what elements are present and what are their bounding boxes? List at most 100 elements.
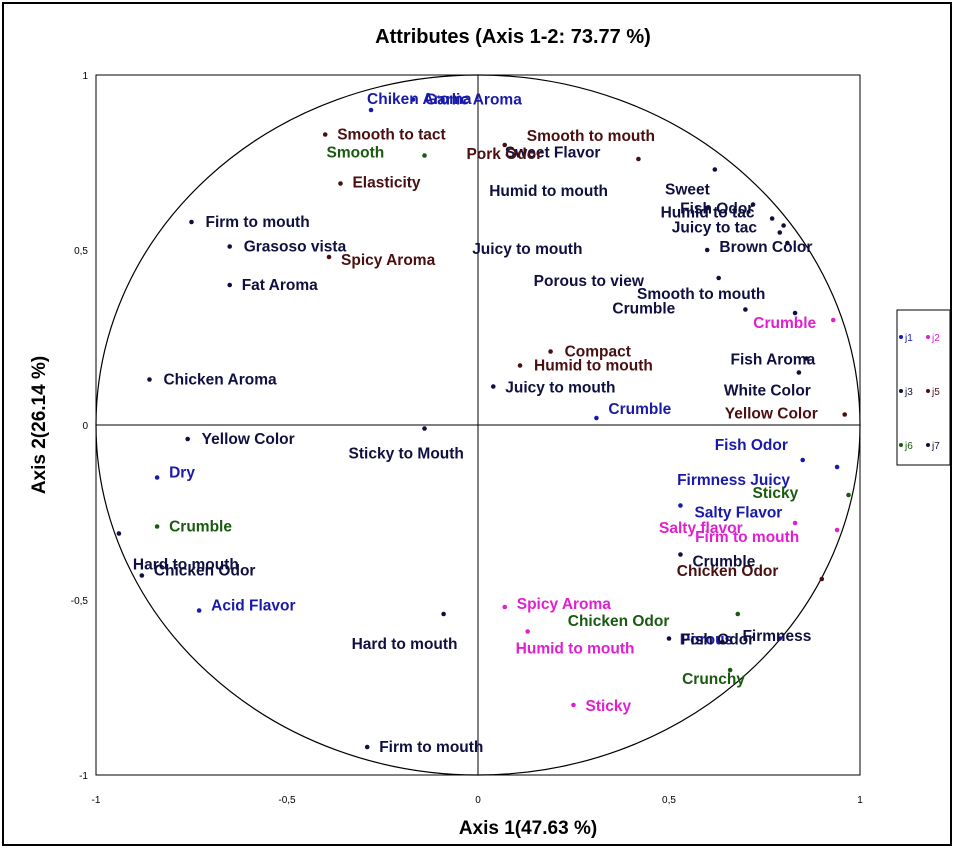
point-label-j3: Smooth to mouth [637,286,765,303]
point-label-j1: Garlic Aroma [425,92,522,109]
data-point-j3 [712,167,718,172]
data-point-j3 [189,219,194,225]
data-point-j3 [750,202,756,207]
x-tick-label: -1 [92,795,101,806]
data-point-j3 [185,436,190,442]
tick-labels: -1 -0,5 0 0,5 1 1 0,5 0 -0,5 -1 [71,71,863,806]
data-point-j1 [678,503,683,508]
legend-marker-j1 [899,335,903,339]
point-label-j5: Elasticity [352,175,420,192]
point-label-j3: Humid to mouth [489,183,608,200]
point-label-j3: Hard to mouth [133,557,239,574]
point-label-j1: Firmness Juicy [677,472,790,489]
y-tick-label: 0 [82,421,88,432]
y-tick-label: -1 [79,771,88,782]
data-point-j5 [338,181,343,186]
point-label-j5: Smooth to mouth [527,128,655,145]
data-point-j1 [594,415,599,421]
data-point-j6 [846,492,851,498]
legend-marker-j3 [899,389,903,393]
data-point-j5 [548,349,553,354]
point-label-j3: Fish Aroma [731,352,816,369]
point-label-j2: Sticky [586,698,632,715]
legend-label-j1: j1 [904,333,913,344]
point-label-j1: Salty Flavor [694,505,782,522]
data-point-j1 [834,464,840,470]
point-label-j3: Brown Color [719,239,812,256]
data-point-j5 [502,142,508,148]
legend-label-j6: j6 [904,441,913,452]
data-point-j3 [666,636,672,641]
data-point-j3 [704,205,710,211]
x-axis-title: Axis 1(47.63 %) [459,818,597,839]
point-label-j3: Yellow Color [202,431,295,448]
point-label-j1: Porous [680,632,733,649]
y-tick-label: -0,5 [71,596,89,607]
point-label-j6: Smooth [327,145,385,162]
point-label-j6: Crunchy [682,671,745,688]
point-label-j3: Sweet Flavor [505,145,601,162]
data-point-j3 [704,247,710,253]
chart-title: Attributes (Axis 1-2: 73.77 %) [375,26,651,48]
y-axis-title: Axis 2(26.14 %) [29,356,50,494]
data-point-j2 [502,604,508,610]
point-label-j1: Crumble [608,401,671,418]
x-tick-label: 0 [475,795,481,806]
point-label-j3: Chicken Aroma [163,372,277,389]
data-point-j7 [678,552,683,557]
point-label-j3: White Color [724,383,811,400]
data-point-j3 [792,310,798,316]
data-point-j3 [785,240,790,246]
data-point-j7 [720,639,725,645]
legend-marker-j2 [926,335,930,339]
point-label-j6: Crumble [169,519,232,536]
point-label-j5: Pork Odor [466,146,542,163]
data-point-j5 [517,363,523,368]
point-label-j2: Spicy Aroma [517,596,612,613]
data-point-j3 [364,744,370,750]
data-point-j6 [735,611,741,617]
point-label-j3: Crumble [612,301,675,318]
point-label-j5: Compact [565,344,631,361]
point-label-j2: Humid to mouth [516,641,635,658]
point-label-j3: Humid to tac [661,205,755,222]
point-label-j2: Crumble [753,315,816,332]
point-label-j3: Firm to mouth [206,214,310,231]
legend-marker-j7 [926,443,930,447]
y-tick-label: 0,5 [74,246,88,257]
data-point-j3 [227,282,232,288]
point-label-j3: Firm to mouth [379,739,483,756]
point-label-j3: Porous to view [534,273,645,290]
data-point-j5 [636,156,641,162]
point-label-j1: Dry [169,465,195,482]
data-point-j3 [777,230,783,235]
data-point-j5 [842,412,848,417]
point-label-j3: Fat Aroma [242,277,318,294]
legend-entries: j1 j2 j3 j5 j6 j7 [899,333,940,452]
x-tick-label: 0,5 [662,795,676,806]
correlation-circle [95,74,861,776]
data-point-j6 [727,667,733,673]
x-tick-label: -0,5 [278,795,296,806]
point-label-j6: Sticky [753,485,799,502]
data-point-j1 [368,107,374,113]
point-label-j1: Chiken Aroma [367,91,472,108]
point-label-j2: Firm to mouth [695,529,799,546]
point-label-j1: Fish Odor [715,437,788,454]
point-label-j3: Sweet [665,182,710,199]
legend-label-j7: j7 [931,441,940,452]
point-label-j3: Hard to mouth [352,636,458,653]
data-point-j3 [116,531,122,536]
legend-label-j2: j2 [931,333,940,344]
point-label-j6: Chicken Odor [568,613,670,630]
point-label-j3: Juicy to mouth [472,241,582,258]
data-point-j1 [410,97,416,102]
data-point-j3 [227,244,232,249]
point-label-j3: Juicy to mouth [505,380,615,397]
data-point-j6 [422,153,427,158]
data-point-j1 [777,636,783,641]
data-point-j3 [769,216,775,221]
data-point-j6 [154,524,160,529]
